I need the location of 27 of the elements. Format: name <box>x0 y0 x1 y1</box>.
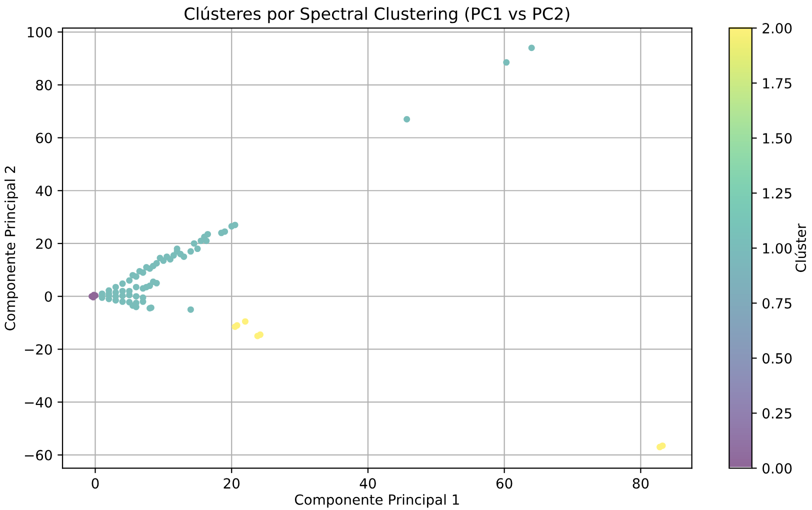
y-tick-label: 20 <box>36 238 52 249</box>
color-bar-label: 0.75 <box>762 298 792 309</box>
y-tick-label: −20 <box>24 344 52 355</box>
y-tick-label: 60 <box>36 132 52 144</box>
chart-title: Clústeres por Spectral Clustering (PC1 vs PC2) <box>184 6 570 24</box>
x-tick-label: 40 <box>360 478 376 489</box>
color-bar-label: 1.25 <box>763 188 792 199</box>
color-bar-label: 0.25 <box>762 408 792 419</box>
x-tick-label: 0 <box>92 478 99 489</box>
color-bar-label: 1.00 <box>763 243 792 254</box>
x-tick-label: 80 <box>632 478 649 489</box>
color-bar-label: 1.75 <box>763 78 792 89</box>
y-tick-label: 100 <box>28 26 52 38</box>
color-bar-label: 0.50 <box>762 353 792 364</box>
y-axis-title: Componente Principal 2 <box>4 166 18 330</box>
y-tick-label: 0 <box>44 291 52 302</box>
color-bar-title: Clúster <box>794 223 806 272</box>
y-tick-label: 80 <box>36 80 52 90</box>
x-tick-label: 60 <box>496 478 512 489</box>
color-bar-label: 2.00 <box>762 23 792 34</box>
color-bar-label: 1.50 <box>763 133 792 144</box>
y-tick-label: −40 <box>24 397 52 408</box>
x-axis-title: Componente Principal 1 <box>294 494 459 508</box>
x-tick-label: 20 <box>224 478 240 489</box>
y-tick-label: −60 <box>24 450 52 460</box>
color-bar-label: 0.00 <box>762 463 792 474</box>
y-tick-label: 40 <box>36 186 52 196</box>
